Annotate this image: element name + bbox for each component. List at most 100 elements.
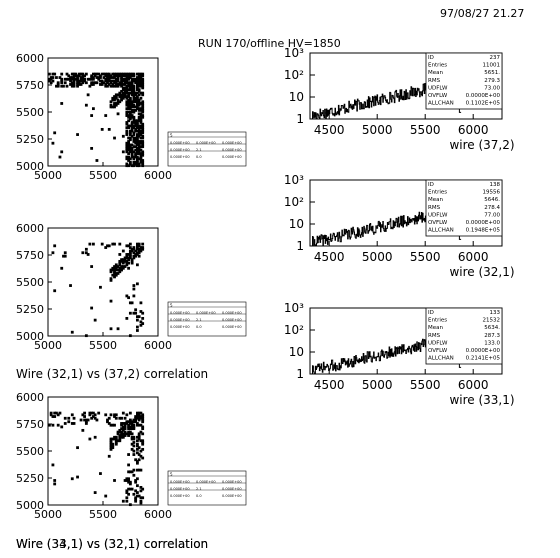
data-point bbox=[123, 79, 127, 83]
data-point bbox=[137, 468, 141, 472]
data-point bbox=[130, 93, 134, 97]
data-point bbox=[123, 416, 127, 420]
data-point bbox=[116, 76, 120, 79]
data-point bbox=[113, 98, 116, 102]
data-point bbox=[137, 141, 141, 145]
data-point bbox=[123, 93, 127, 97]
data-point bbox=[60, 425, 64, 429]
stats-key: RMS bbox=[428, 205, 441, 211]
data-point bbox=[107, 416, 111, 420]
data-point bbox=[127, 110, 130, 114]
data-point bbox=[141, 441, 145, 444]
data-point bbox=[116, 100, 120, 104]
stats-key: Mean bbox=[428, 197, 443, 203]
data-point bbox=[127, 136, 130, 140]
data-point bbox=[111, 268, 115, 272]
data-point bbox=[134, 96, 138, 100]
data-point bbox=[134, 129, 138, 133]
data-point bbox=[76, 133, 79, 136]
data-point bbox=[53, 244, 57, 248]
data-point bbox=[137, 458, 141, 462]
data-point bbox=[139, 114, 143, 117]
data-point bbox=[132, 246, 136, 249]
data-point bbox=[141, 447, 145, 451]
data-point bbox=[128, 470, 132, 474]
data-point bbox=[128, 148, 132, 152]
data-point bbox=[139, 430, 143, 434]
data-point bbox=[127, 76, 130, 79]
stats-value: 0.2141E+05 bbox=[466, 356, 501, 362]
data-point bbox=[51, 251, 55, 255]
data-point bbox=[100, 79, 104, 83]
data-point bbox=[58, 76, 62, 79]
stats-cell: 0.0 bbox=[196, 325, 202, 329]
stats-box bbox=[167, 470, 247, 506]
data-point bbox=[109, 268, 113, 272]
data-point bbox=[132, 294, 136, 298]
data-point bbox=[128, 482, 132, 486]
data-point bbox=[88, 411, 92, 415]
data-point bbox=[137, 164, 141, 168]
stats-value: 278.4 bbox=[484, 205, 500, 211]
data-point bbox=[139, 119, 143, 123]
data-point bbox=[125, 107, 129, 111]
stats-key: Entries bbox=[428, 63, 447, 69]
data-point bbox=[130, 148, 134, 152]
data-point bbox=[132, 251, 136, 255]
data-point bbox=[141, 425, 145, 429]
data-point bbox=[95, 159, 99, 162]
data-point bbox=[60, 77, 64, 81]
data-point bbox=[136, 451, 139, 455]
data-point bbox=[92, 83, 95, 86]
data-point bbox=[128, 96, 132, 100]
y-tick-label: 5250 bbox=[16, 133, 44, 146]
data-point bbox=[136, 461, 139, 465]
data-point bbox=[76, 74, 79, 78]
data-point bbox=[132, 121, 136, 124]
data-point bbox=[128, 487, 132, 491]
data-point bbox=[83, 411, 86, 415]
data-point bbox=[134, 458, 138, 462]
data-point bbox=[70, 477, 74, 481]
data-point bbox=[132, 98, 136, 102]
data-point bbox=[136, 83, 139, 86]
data-point bbox=[139, 157, 143, 161]
data-point bbox=[127, 427, 130, 431]
data-point bbox=[125, 86, 129, 90]
data-point bbox=[121, 134, 125, 138]
stats-value: 0.0000E+00 bbox=[466, 220, 501, 226]
data-point bbox=[84, 72, 88, 76]
data-point bbox=[128, 253, 132, 256]
data-point bbox=[136, 81, 139, 85]
data-point bbox=[49, 411, 53, 415]
data-point bbox=[70, 422, 74, 425]
data-point bbox=[141, 316, 145, 320]
data-point bbox=[51, 423, 55, 427]
data-point bbox=[127, 430, 130, 434]
data-point bbox=[107, 74, 111, 78]
stats-value: 133.0 bbox=[484, 340, 500, 346]
data-point bbox=[127, 115, 130, 119]
data-point bbox=[113, 72, 116, 76]
data-point bbox=[139, 415, 143, 418]
data-point bbox=[113, 95, 116, 98]
data-point bbox=[134, 420, 138, 424]
data-point bbox=[125, 496, 129, 500]
data-point bbox=[127, 479, 130, 482]
data-point bbox=[113, 275, 116, 279]
data-point bbox=[99, 285, 102, 289]
data-point bbox=[125, 77, 129, 81]
data-point bbox=[111, 266, 115, 270]
datetime-stamp: 97/08/27 21.27 bbox=[440, 7, 525, 20]
data-point bbox=[130, 84, 134, 88]
data-point bbox=[114, 439, 118, 443]
stats-key: RMS bbox=[428, 333, 441, 339]
data-point bbox=[125, 74, 129, 78]
data-point bbox=[77, 79, 81, 83]
data-point bbox=[109, 103, 113, 107]
data-point bbox=[136, 160, 139, 164]
data-point bbox=[130, 435, 134, 439]
data-point bbox=[127, 95, 130, 98]
data-point bbox=[120, 84, 123, 88]
data-point bbox=[132, 427, 136, 431]
